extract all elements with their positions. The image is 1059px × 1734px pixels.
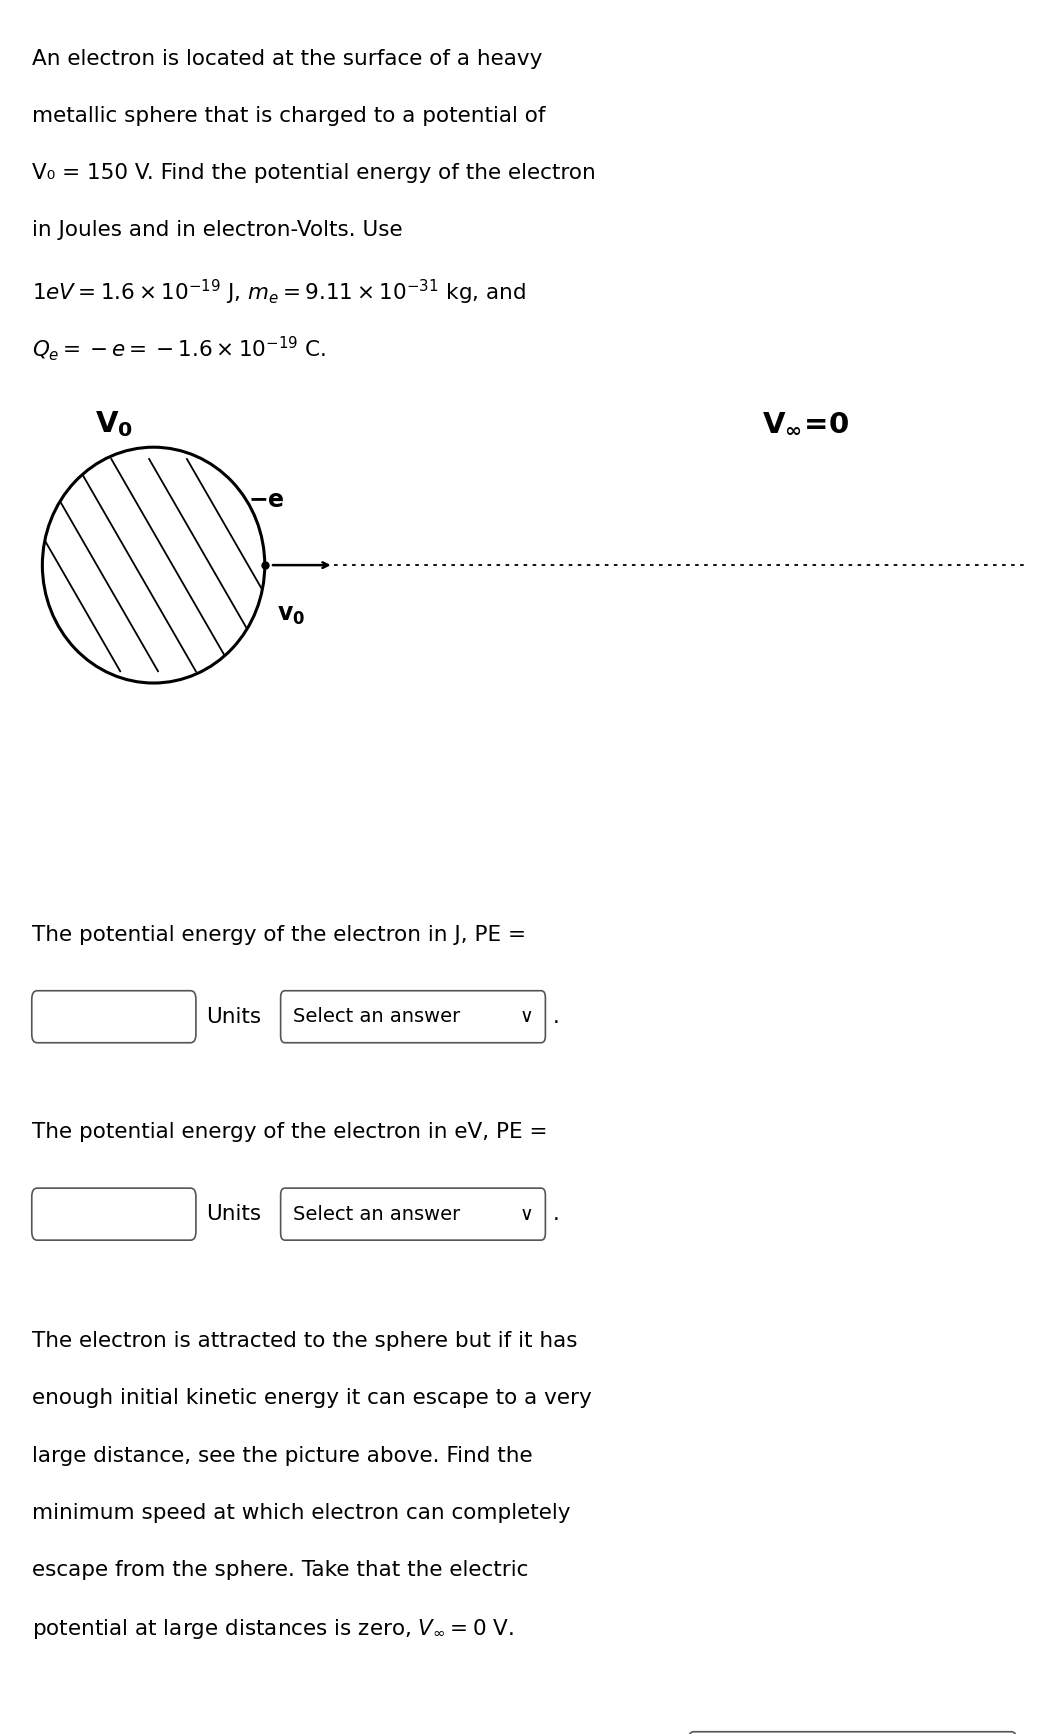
- Text: ∨: ∨: [520, 1205, 533, 1224]
- Text: .: .: [553, 1203, 559, 1224]
- Text: metallic sphere that is charged to a potential of: metallic sphere that is charged to a pot…: [32, 106, 545, 127]
- Text: An electron is located at the surface of a heavy: An electron is located at the surface of…: [32, 49, 542, 69]
- Text: .: .: [553, 1007, 559, 1027]
- Text: Select an answer: Select an answer: [293, 1205, 461, 1224]
- Text: The escape velocity of the electron, $v_0$ =: The escape velocity of the electron, $v_…: [32, 1732, 471, 1734]
- Text: Select an answer: Select an answer: [293, 1007, 461, 1027]
- Text: minimum speed at which electron can completely: minimum speed at which electron can comp…: [32, 1503, 570, 1522]
- FancyBboxPatch shape: [32, 1188, 196, 1240]
- FancyBboxPatch shape: [281, 990, 545, 1042]
- Text: Units: Units: [207, 1007, 262, 1027]
- Text: potential at large distances is zero, $V_\infty = 0$ V.: potential at large distances is zero, $V…: [32, 1618, 514, 1642]
- Text: $1eV = 1.6 \times 10^{-19}$ J, $m_e = 9.11 \times 10^{-31}$ kg, and: $1eV = 1.6 \times 10^{-19}$ J, $m_e = 9.…: [32, 277, 525, 307]
- Text: V₀ = 150 V. Find the potential energy of the electron: V₀ = 150 V. Find the potential energy of…: [32, 163, 595, 184]
- Text: The potential energy of the electron in J, PE =: The potential energy of the electron in …: [32, 924, 525, 945]
- Text: $Q_e = -e = -1.6 \times 10^{-19}$ C.: $Q_e = -e = -1.6 \times 10^{-19}$ C.: [32, 335, 326, 364]
- Text: The potential energy of the electron in eV, PE =: The potential energy of the electron in …: [32, 1122, 548, 1143]
- Text: $\mathbf{v_0}$: $\mathbf{v_0}$: [277, 603, 306, 628]
- FancyBboxPatch shape: [32, 990, 196, 1042]
- Text: $\mathbf{-e}$: $\mathbf{-e}$: [248, 489, 285, 512]
- Text: enough initial kinetic energy it can escape to a very: enough initial kinetic energy it can esc…: [32, 1389, 592, 1408]
- Text: large distance, see the picture above. Find the: large distance, see the picture above. F…: [32, 1446, 533, 1465]
- FancyBboxPatch shape: [688, 1732, 1017, 1734]
- Text: The electron is attracted to the sphere but if it has: The electron is attracted to the sphere …: [32, 1332, 577, 1351]
- FancyBboxPatch shape: [281, 1188, 545, 1240]
- Text: in Joules and in electron-Volts. Use: in Joules and in electron-Volts. Use: [32, 220, 402, 241]
- Text: $\mathbf{V_{\infty}\!=\!0}$: $\mathbf{V_{\infty}\!=\!0}$: [762, 409, 850, 437]
- Ellipse shape: [42, 447, 265, 683]
- Text: Units: Units: [207, 1203, 262, 1224]
- Text: escape from the sphere. Take that the electric: escape from the sphere. Take that the el…: [32, 1561, 528, 1580]
- Text: $\mathbf{V_0}$: $\mathbf{V_0}$: [95, 409, 133, 439]
- Text: ∨: ∨: [520, 1007, 533, 1027]
